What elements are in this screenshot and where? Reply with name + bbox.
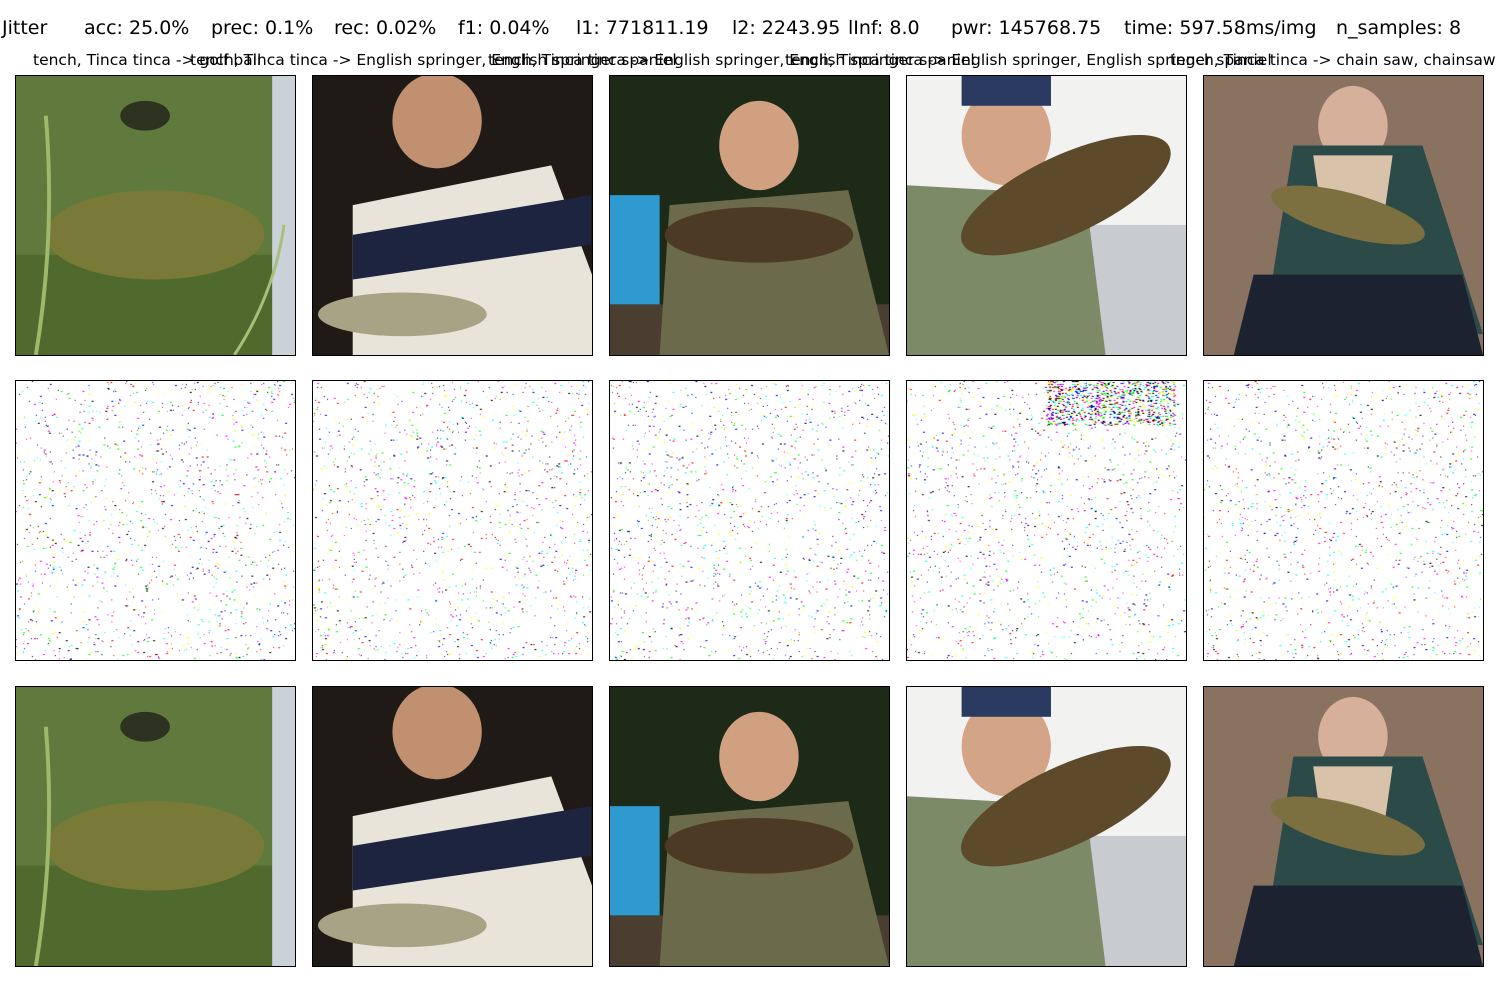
original-image-1 bbox=[15, 75, 296, 356]
caption-col-3: tench, Tinca tinca -> English springer, … bbox=[488, 51, 975, 69]
recall-value: rec: 0.02% bbox=[334, 17, 437, 39]
perturbation-image-4 bbox=[906, 380, 1187, 661]
caption-col-2: tench, Tinca tinca -> English springer, … bbox=[190, 51, 677, 69]
perturbation-image-1 bbox=[15, 380, 296, 661]
time-value: time: 597.58ms/img bbox=[1124, 17, 1317, 39]
adversarial-image-3 bbox=[609, 686, 890, 967]
perturbation-image-5 bbox=[1203, 380, 1484, 661]
adversarial-image-1 bbox=[15, 686, 296, 967]
original-image-5 bbox=[1203, 75, 1484, 356]
perturbation-image-2 bbox=[312, 380, 593, 661]
accuracy-value: acc: 25.0% bbox=[84, 17, 190, 39]
caption-col-1: tench, Tinca tinca -> golf ball bbox=[33, 51, 262, 69]
adversarial-image-2 bbox=[312, 686, 593, 967]
linf-value: lInf: 8.0 bbox=[848, 17, 920, 39]
original-image-3 bbox=[609, 75, 890, 356]
adversarial-image-4 bbox=[906, 686, 1187, 967]
original-image-4 bbox=[906, 75, 1187, 356]
metrics-header: Jitter acc: 25.0% prec: 0.1% rec: 0.02% … bbox=[0, 14, 1500, 44]
l1-value: l1: 771811.19 bbox=[576, 17, 709, 39]
precision-value: prec: 0.1% bbox=[211, 17, 314, 39]
power-value: pwr: 145768.75 bbox=[951, 17, 1102, 39]
samples-value: n_samples: 8 bbox=[1336, 17, 1462, 39]
f1-value: f1: 0.04% bbox=[458, 17, 550, 39]
method-label: Jitter bbox=[2, 17, 48, 39]
caption-col-5: tench, Tinca tinca -> chain saw, chainsa… bbox=[1170, 51, 1496, 69]
l2-value: l2: 2243.95 bbox=[732, 17, 841, 39]
perturbation-image-3 bbox=[609, 380, 890, 661]
adversarial-image-5 bbox=[1203, 686, 1484, 967]
column-captions: tench, Tinca tinca -> golf ball tench, T… bbox=[0, 49, 1500, 73]
caption-col-4: tench, Tinca tinca -> English springer, … bbox=[785, 51, 1272, 69]
original-image-2 bbox=[312, 75, 593, 356]
